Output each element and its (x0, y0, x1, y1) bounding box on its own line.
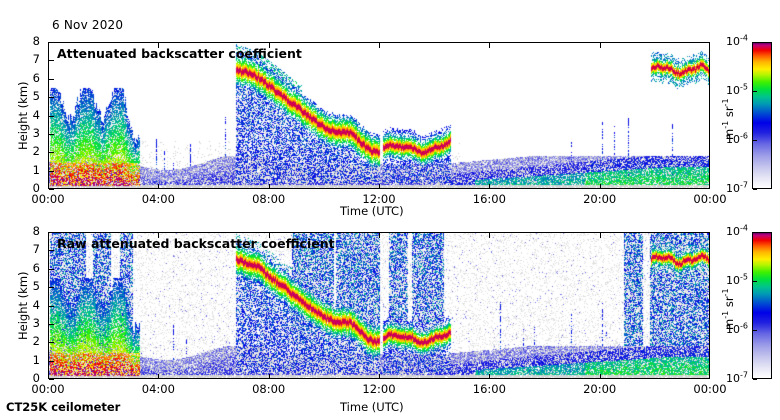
x-tick-label: 16:00 (472, 192, 506, 206)
y-tick-label: 2 (32, 144, 40, 159)
y-tick-mark (49, 287, 54, 288)
colorbar-tick-label: 10-6 (726, 131, 748, 146)
colorbar-tick-mark (753, 42, 757, 43)
x-tick-label: 00:00 (693, 192, 727, 206)
x-tick-label: 20:00 (583, 192, 617, 206)
plot-area-raw-attenuated-backscatter[interactable] (48, 232, 710, 379)
y-tick-mark (49, 79, 54, 80)
x-tick-mark-top (269, 43, 270, 48)
colorbar-tick-mark (753, 232, 757, 233)
date-label: 6 Nov 2020 (52, 18, 124, 32)
colorbar-gradient-top (752, 42, 772, 189)
colorbar-tick-mark (753, 91, 757, 92)
y-tick-label: 8 (32, 224, 40, 238)
y-tick-label: 2 (32, 334, 40, 349)
colorbar-tick-label: 10-7 (726, 370, 748, 385)
y-tick-label: 8 (32, 34, 40, 48)
y-tick-label: 5 (32, 279, 40, 294)
x-tick-mark-bottom (269, 184, 270, 189)
colorbar-tick-mark (753, 379, 757, 380)
y-tick-mark (49, 342, 54, 343)
x-tick-mark-bottom (158, 374, 159, 379)
x-tick-mark-top (600, 233, 601, 238)
x-axis-label-bottom: Time (UTC) (340, 400, 404, 414)
y-tick-mark (49, 361, 54, 362)
y-tick-label: 3 (32, 125, 40, 140)
panel-title-attenuated: Attenuated backscatter coefficient (57, 46, 302, 61)
y-tick-mark (49, 152, 54, 153)
x-tick-label: 04:00 (141, 382, 175, 396)
y-tick-mark (49, 189, 54, 190)
x-tick-label: 00:00 (31, 192, 65, 206)
colorbar-tick-mark (753, 281, 757, 282)
y-tick-label: 4 (32, 297, 40, 312)
x-tick-mark-top (269, 233, 270, 238)
y-tick-mark (49, 379, 54, 380)
x-tick-mark-bottom (269, 374, 270, 379)
x-tick-mark-top (489, 233, 490, 238)
plot-area-attenuated-backscatter[interactable] (48, 42, 710, 189)
heatmap-canvas-attenuated (49, 43, 709, 188)
x-tick-mark-bottom (600, 184, 601, 189)
y-tick-mark (49, 232, 54, 233)
instrument-label: CT25K ceilometer (6, 400, 121, 414)
colorbar-tick-label: 10-4 (726, 33, 748, 48)
y-tick-label: 4 (32, 107, 40, 122)
y-tick-label: 6 (32, 260, 40, 275)
x-tick-mark-bottom (158, 184, 159, 189)
x-tick-mark-top (489, 43, 490, 48)
x-tick-label: 08:00 (252, 382, 286, 396)
x-tick-label: 20:00 (583, 382, 617, 396)
y-tick-label: 0 (32, 181, 40, 195)
y-tick-label: 6 (32, 70, 40, 85)
y-tick-mark (49, 269, 54, 270)
y-tick-label: 7 (32, 242, 40, 257)
x-tick-label: 12:00 (362, 382, 396, 396)
colorbar-tick-label: 10-5 (726, 82, 748, 97)
colorbar-tick-mark (753, 330, 757, 331)
y-tick-mark (49, 42, 54, 43)
y-tick-mark (49, 324, 54, 325)
y-tick-mark (49, 97, 54, 98)
y-tick-mark (49, 116, 54, 117)
y-tick-mark (49, 60, 54, 61)
x-axis-label-top: Time (UTC) (340, 204, 404, 218)
x-tick-label: 00:00 (31, 382, 65, 396)
x-tick-mark-bottom (379, 374, 380, 379)
x-tick-mark-top (379, 233, 380, 238)
x-tick-mark-bottom (489, 184, 490, 189)
colorbar-gradient-bottom (752, 232, 772, 379)
x-tick-label: 16:00 (472, 382, 506, 396)
colorbar-tick-label: 10-7 (726, 180, 748, 195)
y-tick-mark (49, 306, 54, 307)
y-tick-label: 5 (32, 89, 40, 104)
x-tick-mark-top (600, 43, 601, 48)
y-tick-label: 1 (32, 352, 40, 367)
x-tick-label: 12:00 (362, 192, 396, 206)
x-tick-mark-top (158, 233, 159, 238)
y-tick-label: 7 (32, 52, 40, 67)
x-tick-label: 00:00 (693, 382, 727, 396)
y-tick-label: 1 (32, 162, 40, 177)
colorbar-tick-label: 10-4 (726, 223, 748, 238)
x-tick-mark-bottom (489, 374, 490, 379)
colorbar-tick-label: 10-5 (726, 272, 748, 287)
x-tick-mark-top (379, 43, 380, 48)
x-tick-mark-top (158, 43, 159, 48)
y-tick-mark (49, 250, 54, 251)
y-tick-label: 3 (32, 315, 40, 330)
x-tick-mark-bottom (379, 184, 380, 189)
colorbar-tick-mark (753, 140, 757, 141)
colorbar-tick-mark (753, 189, 757, 190)
y-tick-mark (49, 134, 54, 135)
panel-title-raw: Raw attenuated backscatter coefficient (57, 236, 335, 251)
x-tick-label: 08:00 (252, 192, 286, 206)
y-tick-mark (49, 171, 54, 172)
colorbar-tick-label: 10-6 (726, 321, 748, 336)
x-tick-label: 04:00 (141, 192, 175, 206)
y-tick-label: 0 (32, 371, 40, 385)
x-tick-mark-bottom (600, 374, 601, 379)
heatmap-canvas-raw (49, 233, 709, 378)
